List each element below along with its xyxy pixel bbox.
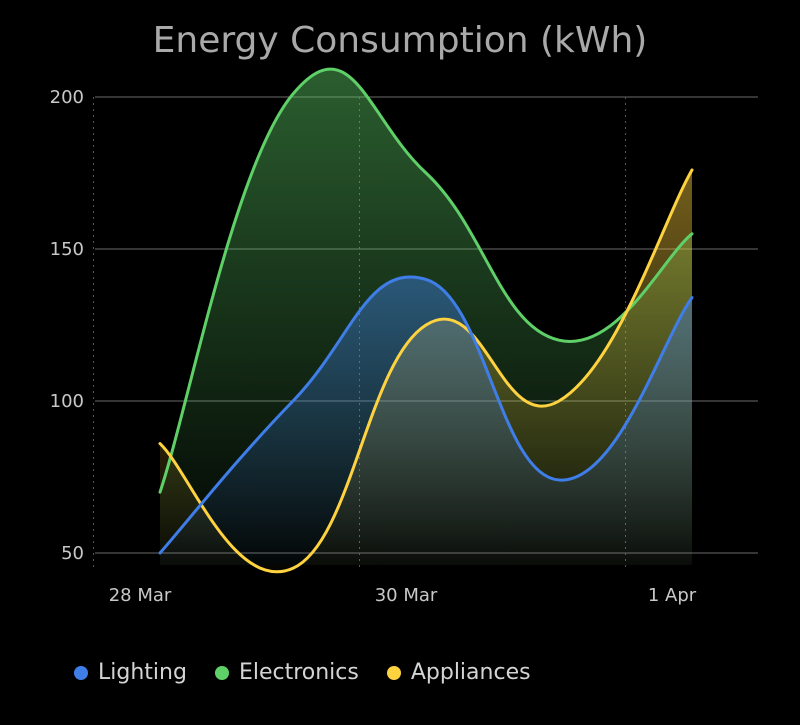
label-layer: 50 100 150 200 28 Mar 30 Mar 1 Apr (50, 87, 697, 606)
legend: Lighting Electronics Appliances (74, 660, 531, 685)
line-layer (158, 67, 694, 573)
legend-item-lighting[interactable]: Lighting (74, 660, 187, 685)
y-tick-label: 50 (61, 543, 84, 564)
y-tick-label: 150 (50, 239, 84, 260)
x-tick-label: 28 Mar (109, 585, 172, 606)
legend-dot-icon (74, 665, 88, 680)
line-electronics (158, 67, 694, 494)
legend-dot-icon (214, 665, 229, 680)
legend-label: Appliances (410, 660, 531, 685)
legend-label: Electronics (238, 660, 359, 685)
legend-label: Lighting (98, 660, 187, 685)
y-tick-label: 100 (50, 391, 84, 412)
y-tick-label: 200 (50, 87, 84, 108)
line-lighting (158, 275, 694, 555)
x-tick-label: 1 Apr (648, 585, 697, 606)
legend-item-appliances[interactable]: Appliances (386, 660, 531, 685)
chart-title: Energy Consumption (kWh) (152, 20, 648, 61)
legend-dot-icon (386, 665, 401, 680)
area-lighting (160, 276, 692, 565)
legend-item-electronics[interactable]: Electronics (214, 660, 359, 685)
x-tick-label: 30 Mar (375, 585, 438, 606)
area-layer (160, 69, 692, 572)
